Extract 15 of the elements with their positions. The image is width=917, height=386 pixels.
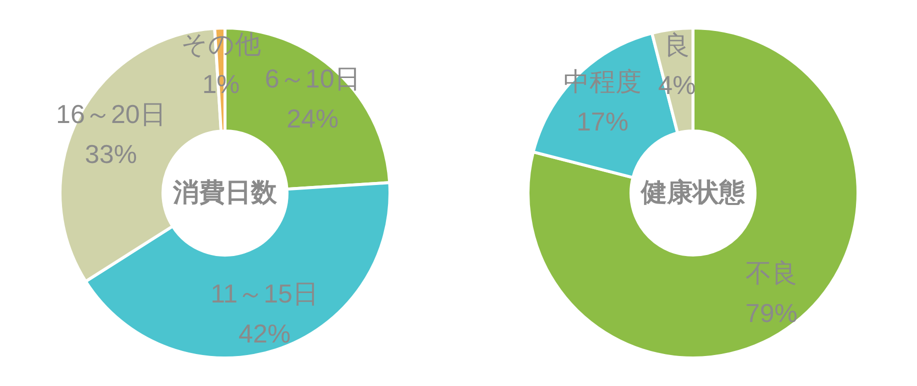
donut-slice	[526, 26, 860, 360]
slice-label: 不良	[745, 258, 798, 288]
data-label: 1%	[202, 69, 240, 100]
slice-label: 6～10日	[264, 64, 360, 94]
data-label: 17%	[576, 106, 629, 136]
slice-label: 16～20日	[56, 98, 166, 129]
data-label: 24%	[286, 104, 339, 134]
text: 健康状態	[640, 177, 746, 207]
data-label: 33%	[84, 138, 137, 169]
data-label: 79%	[745, 298, 798, 328]
slice-label: 11～15日	[210, 278, 319, 309]
text: 消費日数	[172, 177, 278, 207]
slice-label: 良	[664, 30, 690, 60]
data-label: 42%	[238, 318, 291, 349]
slice-label: その他	[180, 29, 261, 60]
